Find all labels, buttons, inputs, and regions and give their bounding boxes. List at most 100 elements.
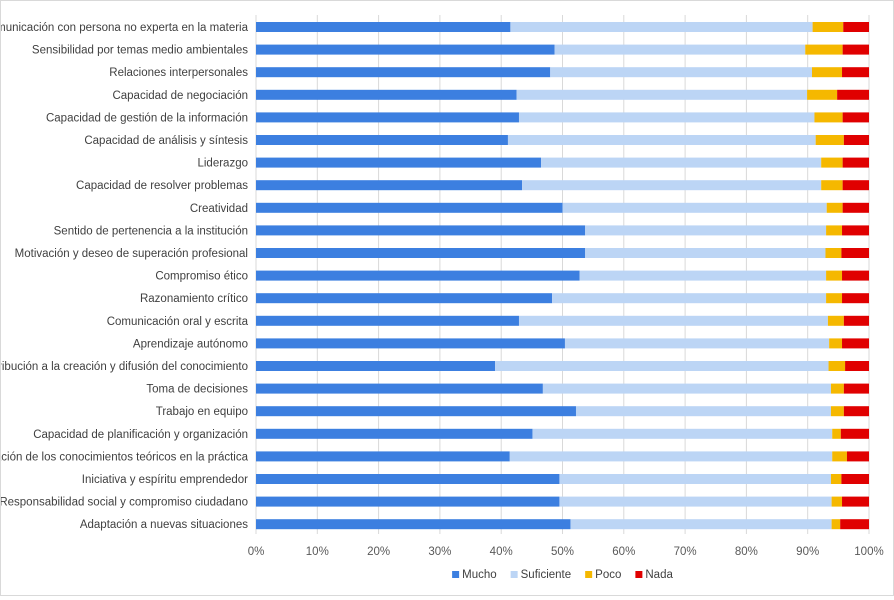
bar-poco (826, 270, 843, 281)
legend-swatch (452, 571, 460, 578)
legend-item-poco: Poco (585, 569, 621, 581)
bar-suficiente (559, 474, 831, 484)
bar-suficiente (579, 270, 827, 281)
category-label: Compromiso ético (155, 271, 248, 283)
bar-mucho (256, 112, 519, 123)
bar-nada (840, 519, 869, 530)
category-label: Sentido de pertenencia a la institución (54, 225, 248, 237)
bar-poco (832, 428, 841, 439)
bar-nada (842, 293, 869, 304)
legend: Mucho Suficiente Poco Nada (452, 569, 673, 581)
legend-label: Nada (645, 569, 673, 581)
bar-nada (841, 248, 869, 258)
bar-suficiente (564, 338, 830, 349)
bar-suficiente (550, 67, 812, 78)
bar-mucho (256, 406, 576, 417)
bar-poco (826, 225, 843, 236)
bar-poco (826, 293, 843, 304)
bar-mucho (256, 135, 508, 145)
x-axis-tick-labels: 0% 10% 20% 30% 40% 50% 60% 70% 80% 90% 100% (248, 546, 884, 558)
bar-poco (832, 451, 847, 462)
bar-suficiente (509, 451, 833, 462)
bar-suficiente (510, 22, 813, 32)
category-label: Capacidad de resolver problemas (76, 180, 248, 192)
category-label: Trabajo en equipo (156, 406, 248, 418)
category-label: Adaptación a nuevas situaciones (80, 519, 248, 531)
bar-mucho (256, 496, 560, 507)
legend-item-nada: Nada (635, 569, 673, 581)
category-label: Capacidad de planificación y organizació… (33, 429, 248, 441)
bar-poco (805, 44, 843, 55)
category-label: Iniciativa y espíritu emprendedor (82, 474, 248, 486)
bar-nada (842, 338, 869, 349)
x-tick-label: 70% (674, 546, 697, 558)
bar-nada (842, 180, 869, 191)
x-tick-label: 40% (490, 546, 513, 558)
bar-nada (837, 89, 869, 100)
bar-poco (821, 180, 843, 191)
bar-poco (825, 248, 842, 258)
bar-poco (830, 474, 842, 484)
bar-poco (831, 496, 843, 507)
x-tick-label: 0% (248, 546, 265, 558)
bar-poco (830, 406, 844, 417)
bar-mucho (256, 22, 511, 32)
bar-suficiente (562, 202, 827, 213)
bar-suficiente (522, 180, 822, 191)
legend-label: Poco (595, 569, 621, 581)
category-label: Contribución a la creación y difusión de… (1, 361, 248, 373)
category-label: Aplicación de los conocimientos teóricos… (1, 451, 249, 463)
bar-nada (842, 225, 869, 236)
x-tick-label: 30% (428, 546, 451, 558)
legend-swatch (635, 571, 643, 578)
bar-mucho (256, 248, 586, 258)
bar-poco (821, 157, 843, 168)
bar-suficiente (570, 519, 832, 530)
bar-poco (826, 202, 843, 213)
bar-suficiente (495, 361, 829, 371)
bar-suficiente (541, 157, 822, 168)
bar-mucho (256, 89, 517, 100)
bar-nada (842, 496, 869, 507)
category-label: Liderazgo (197, 158, 248, 170)
category-label: Motivación y deseo de superación profesi… (15, 248, 248, 260)
category-label: Capacidad de negociación (112, 90, 248, 102)
category-label: Razonamiento crítico (140, 293, 248, 305)
bar-nada (843, 406, 869, 417)
bar-nada (846, 451, 869, 462)
x-tick-label: 90% (796, 546, 819, 558)
bar-nada (842, 202, 869, 213)
bar-nada (845, 361, 869, 371)
bar-nada (841, 474, 869, 484)
bar-mucho (256, 474, 560, 484)
legend-label: Suficiente (521, 569, 572, 581)
bar-nada (842, 270, 869, 281)
bar-suficiente (507, 135, 816, 145)
bar-suficiente (516, 89, 808, 100)
bar-suficiente (542, 383, 831, 394)
bar-poco (812, 22, 844, 32)
bar-mucho (256, 361, 496, 371)
bar-mucho (256, 383, 543, 394)
category-label: Comunicación con persona no experta en l… (1, 22, 249, 34)
bar-nada (843, 383, 869, 394)
bar-poco (814, 112, 843, 123)
bar-poco (828, 361, 846, 371)
bar-mucho (256, 338, 565, 349)
bar-nada (843, 22, 869, 32)
bar-poco (831, 519, 841, 530)
bar-mucho (256, 225, 586, 236)
bar-mucho (256, 157, 542, 168)
bar-suficiente (575, 406, 831, 417)
category-label: Sensibilidad por temas medio ambientales (32, 45, 248, 57)
bar-poco (815, 135, 844, 145)
bar-mucho (256, 270, 580, 281)
bar-suficiente (585, 225, 827, 236)
bar-mucho (256, 180, 523, 191)
legend-swatch (585, 571, 593, 578)
bar-nada (842, 67, 869, 78)
category-label: Capacidad de gestión de la información (46, 112, 248, 124)
legend-label: Mucho (462, 569, 497, 581)
bar-nada (840, 428, 869, 439)
